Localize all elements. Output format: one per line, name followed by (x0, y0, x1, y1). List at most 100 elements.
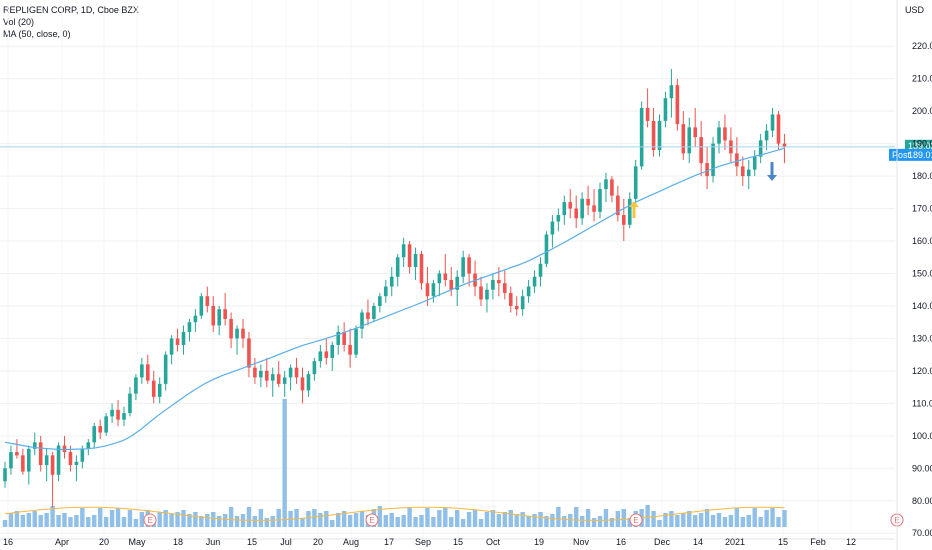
candle-body (146, 364, 150, 381)
candle-body (44, 455, 49, 466)
candle-body (764, 130, 769, 141)
candle-body (372, 305, 376, 319)
volume-bar (532, 514, 537, 527)
candle-body (169, 338, 174, 355)
candle-body (550, 221, 555, 235)
candle (681, 111, 686, 160)
candle-body (360, 312, 364, 329)
y-tick-label: 80.00 (912, 496, 932, 506)
candle-body (687, 127, 692, 154)
candle (770, 107, 775, 138)
volume-bar (175, 512, 180, 527)
x-tick-label: 20 (99, 537, 109, 547)
candle-body (217, 309, 221, 326)
candle-body (735, 153, 739, 167)
candle-body (318, 351, 323, 362)
candle (205, 286, 210, 313)
legend-moving-average[interactable]: MA (50, close, 0) (3, 29, 71, 39)
candle-body (580, 198, 584, 219)
candle (437, 270, 442, 297)
candle-body (276, 374, 281, 384)
blue-down-arrow (767, 162, 777, 181)
legend-volume[interactable]: Vol (20) (3, 17, 35, 27)
earnings-label: E (147, 516, 152, 525)
volume-bar (782, 510, 787, 527)
candle-body (288, 367, 293, 378)
candle-body (151, 380, 156, 397)
candle-body (157, 383, 162, 397)
x-tick-label: Jun (206, 537, 221, 547)
candle-body (705, 163, 709, 177)
candle-body (134, 377, 138, 394)
y-tick-label: 120.00 (912, 366, 932, 376)
candle (38, 435, 43, 472)
volume-bar (657, 520, 662, 527)
candle-body (651, 120, 656, 151)
volume-bar (336, 513, 341, 527)
candle (187, 318, 192, 342)
candle-body (384, 286, 388, 297)
volume-bar (276, 509, 281, 527)
x-tick-label: 2021 (725, 537, 745, 547)
candle-body (229, 318, 233, 339)
volume-bar (669, 511, 674, 527)
candle (622, 198, 626, 242)
volume-bar (193, 512, 198, 527)
candle (473, 260, 477, 297)
volume-ma-line (4, 506, 785, 521)
candle (9, 445, 13, 475)
candle (449, 267, 454, 297)
candle-body (187, 322, 192, 332)
x-tick-label: Sep (415, 537, 431, 547)
volume-bar (2, 520, 8, 527)
candle (580, 192, 584, 225)
candle-body (407, 244, 412, 268)
candle (389, 267, 394, 297)
candle (693, 107, 697, 147)
candle-body (574, 208, 578, 219)
volume-bar (8, 513, 14, 527)
x-tick-label: Apr (55, 537, 69, 547)
candle-body (348, 344, 352, 355)
candle-body (342, 331, 346, 345)
candle (574, 195, 578, 229)
candle-body (663, 98, 668, 121)
volume-bar (199, 516, 204, 527)
candle-body (455, 276, 459, 290)
x-tick-label: May (128, 537, 146, 547)
candle (32, 432, 37, 456)
candle (110, 403, 114, 423)
candle-body (21, 455, 25, 472)
candle (520, 289, 525, 316)
legend-symbol[interactable]: REPLIGEN CORP, 1D, Cboe BZX (3, 5, 139, 15)
volume-bar (734, 508, 740, 527)
candle (508, 286, 513, 313)
volume-bar (264, 518, 269, 527)
volume-bar (318, 513, 323, 527)
candle-body (378, 296, 382, 306)
candle-body (330, 344, 335, 358)
volume-bar (687, 511, 692, 527)
candle (229, 312, 233, 349)
y-tick-label: 140.00 (912, 301, 932, 311)
volume-bar (770, 508, 775, 527)
candle-body (622, 215, 626, 225)
volume-bar (609, 518, 615, 527)
candle-body (752, 156, 757, 170)
candle (538, 257, 543, 287)
candle (342, 322, 346, 352)
volume-bar (437, 510, 442, 527)
currency-label[interactable]: USD (904, 5, 924, 15)
volume-bar (205, 514, 210, 527)
last-price-value: 189.02 (908, 141, 932, 151)
volume-bar (80, 508, 85, 527)
candle (50, 452, 55, 508)
volume-bar (14, 511, 20, 527)
candle (401, 237, 406, 268)
volume-bar (383, 515, 388, 527)
volume-bar (121, 517, 127, 527)
candle-body (604, 179, 608, 190)
candle-body (68, 452, 73, 466)
candle (247, 331, 251, 378)
